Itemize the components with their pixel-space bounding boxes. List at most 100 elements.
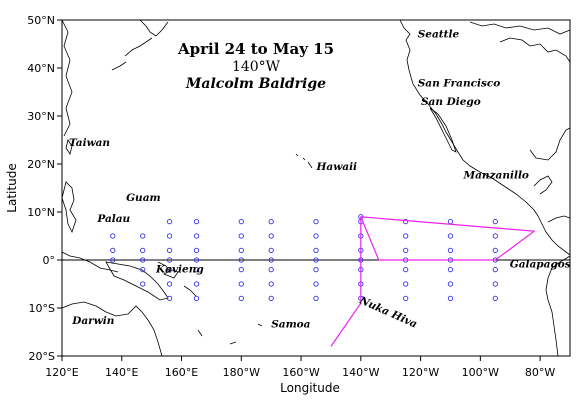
station-marker	[492, 281, 498, 287]
station-marker	[447, 233, 454, 239]
place-label: Palau	[96, 213, 130, 225]
china-coast	[61, 19, 73, 137]
station-marker	[166, 233, 173, 239]
station-marker	[238, 281, 244, 287]
station-marker	[238, 233, 244, 239]
new-guinea-coast	[105, 261, 169, 301]
south-america-coast	[545, 255, 571, 357]
station-marker	[166, 281, 173, 287]
station-marker	[166, 218, 173, 225]
taiwan-island	[65, 139, 73, 155]
kamchatka-coast	[139, 19, 169, 37]
y-tick-label: 30°N	[27, 110, 55, 123]
station-marker	[193, 233, 200, 239]
station-marker	[268, 281, 274, 287]
map-title-ship: Malcolm Baldrige	[185, 76, 326, 92]
station-marker	[313, 247, 319, 254]
station-marker	[166, 257, 173, 263]
y-axis-ticks: 50°N 40°N 30°N 20°N 10°N 0° 10°S 20°S	[27, 14, 62, 363]
map-title-dates: April 24 to May 15	[177, 40, 334, 58]
station-marker	[402, 295, 409, 302]
borneo-coast	[61, 251, 119, 273]
station-marker	[402, 266, 409, 273]
station-marker	[193, 257, 200, 263]
x-tick-label: 120°E	[45, 366, 78, 379]
place-label: Manzanillo	[463, 169, 529, 181]
place-label: Taiwan	[69, 137, 110, 149]
station-marker	[140, 266, 146, 273]
station-marker	[492, 295, 498, 302]
station-marker	[268, 295, 274, 302]
station-marker	[402, 281, 409, 287]
station-marker	[268, 247, 274, 254]
station-marker	[492, 218, 498, 225]
place-label: Seattle	[418, 29, 460, 41]
y-axis-label: Latitude	[5, 163, 19, 212]
place-label: San Francisco	[418, 78, 501, 90]
north-america-coast	[399, 19, 571, 256]
station-marker	[313, 266, 319, 273]
hawaii-islands	[295, 153, 313, 169]
x-tick-label: 140°E	[105, 366, 138, 379]
station-marker	[313, 257, 319, 263]
x-tick-label: 100°W	[462, 366, 499, 379]
x-axis-label: Longitude	[280, 381, 340, 395]
station-marker	[193, 281, 200, 287]
station-marker	[313, 218, 319, 225]
station-marker	[313, 233, 319, 239]
x-tick-label: 80°W	[525, 366, 555, 379]
station-marker	[166, 247, 173, 254]
station-marker	[402, 233, 409, 239]
station-marker	[193, 247, 200, 254]
australia-coast	[61, 301, 163, 357]
station-marker	[447, 295, 454, 302]
station-marker	[447, 247, 454, 254]
station-marker	[238, 247, 244, 254]
station-marker	[166, 295, 173, 302]
x-tick-label: 180°W	[223, 366, 260, 379]
station-marker	[110, 233, 116, 239]
station-marker	[268, 233, 274, 239]
station-marker	[110, 257, 116, 263]
station-marker	[447, 266, 454, 273]
y-tick-label: 0°	[43, 254, 56, 267]
y-tick-label: 20°N	[27, 158, 55, 171]
x-axis-ticks: 120°E 140°E 160°E 180°W 160°W 140°W 120°W 100°W…	[45, 356, 555, 379]
station-marker	[140, 247, 146, 254]
place-label: Darwin	[71, 315, 114, 327]
baja-california	[429, 107, 457, 153]
yucatan	[533, 175, 553, 195]
place-label: San Diego	[421, 96, 481, 108]
station-marker	[110, 247, 116, 254]
y-tick-label: 50°N	[27, 14, 55, 27]
station-marker	[193, 218, 200, 225]
station-marker	[402, 218, 409, 225]
station-marker	[140, 281, 146, 287]
station-marker	[238, 257, 244, 263]
place-label: Guam	[126, 192, 161, 204]
y-tick-label: 10°N	[27, 206, 55, 219]
station-marker	[492, 266, 498, 273]
station-marker	[402, 247, 409, 254]
station-marker	[313, 295, 319, 302]
cruise-track	[330, 216, 536, 347]
japan-islands	[111, 37, 153, 71]
place-label: Galapagos	[510, 258, 571, 270]
solomon-islands	[183, 285, 203, 337]
place-label: Samoa	[271, 318, 310, 330]
station-marker	[193, 295, 200, 302]
station-marker	[268, 257, 274, 263]
new-ireland	[157, 261, 171, 273]
station-marker	[238, 295, 244, 302]
station-marker	[268, 266, 274, 273]
station-marker	[313, 281, 319, 287]
x-tick-label: 160°E	[165, 366, 198, 379]
station-marker	[193, 266, 200, 273]
samoa-islands	[229, 323, 263, 345]
x-tick-label: 160°W	[282, 366, 319, 379]
place-label: Kavieng	[155, 263, 204, 275]
station-marker	[166, 266, 173, 273]
hudson-coast	[469, 21, 571, 35]
